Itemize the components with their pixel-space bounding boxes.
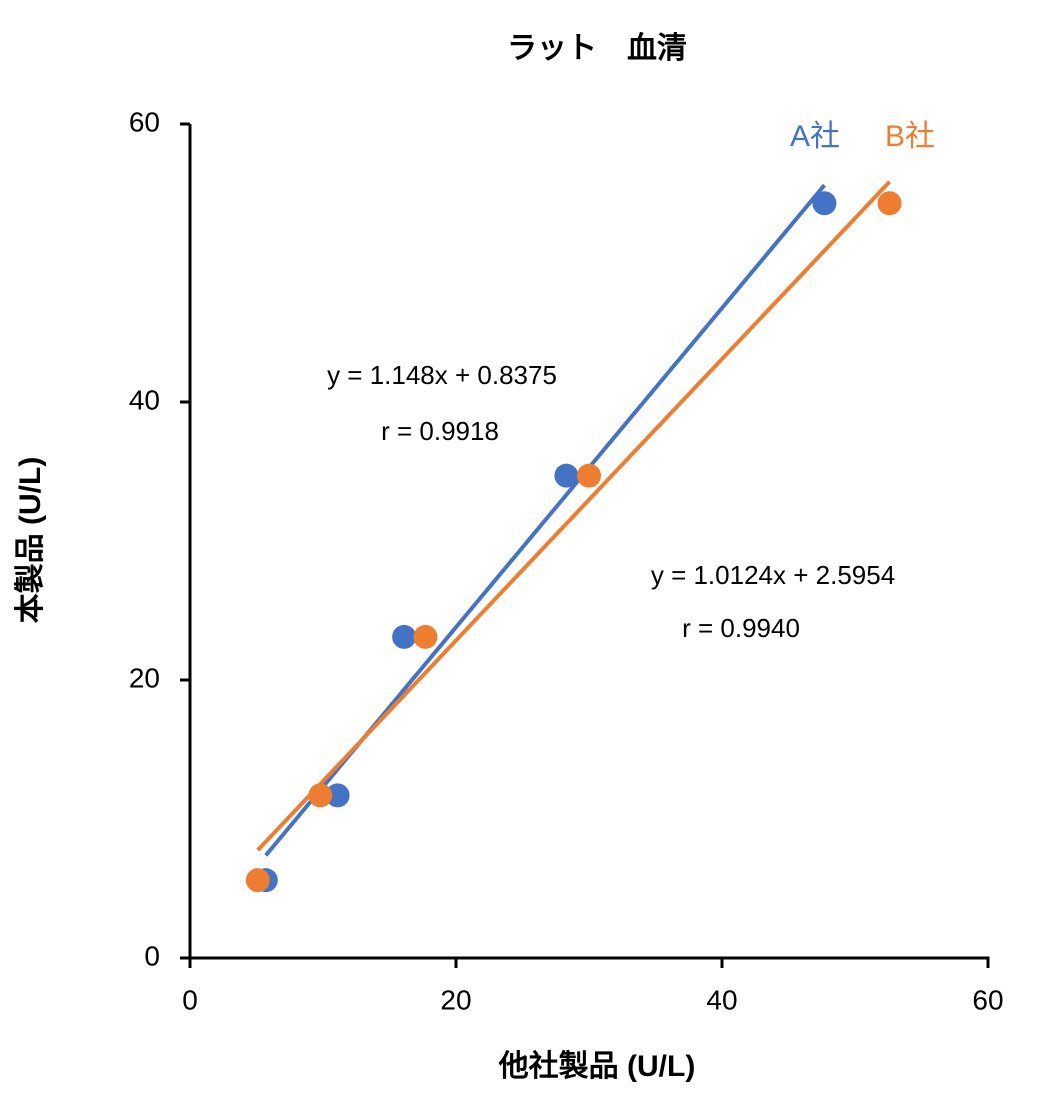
- y-tick-label: 0: [144, 940, 160, 971]
- point: [308, 783, 333, 808]
- point: [812, 191, 837, 216]
- legend-label: B社: [885, 120, 935, 153]
- point: [554, 463, 579, 488]
- point: [325, 783, 350, 808]
- point: [413, 624, 438, 649]
- trendline-r: r = 0.9918: [381, 416, 499, 446]
- trendline: [256, 180, 892, 852]
- y-axis-label: 本製品 (U/L): [14, 457, 47, 624]
- legend-label: A社: [790, 120, 840, 153]
- x-tick-label: 60: [972, 984, 1003, 1015]
- trendline-equation: y = 1.148x + 0.8375: [327, 360, 557, 390]
- y-tick-label: 60: [129, 106, 160, 137]
- point: [877, 191, 902, 216]
- trendline-r: r = 0.9940: [682, 613, 800, 643]
- x-tick-label: 40: [706, 984, 737, 1015]
- point: [245, 868, 270, 893]
- x-axis-label: 他社製品 (U/L): [498, 1050, 696, 1083]
- point: [392, 624, 417, 649]
- x-tick-label: 0: [182, 984, 198, 1015]
- y-tick-label: 40: [129, 384, 160, 415]
- chart-title: ラット 血清: [507, 32, 687, 65]
- trendline-equation: y = 1.0124x + 2.5954: [651, 560, 895, 590]
- x-tick-label: 20: [440, 984, 471, 1015]
- y-tick-label: 20: [129, 662, 160, 693]
- point: [577, 463, 601, 488]
